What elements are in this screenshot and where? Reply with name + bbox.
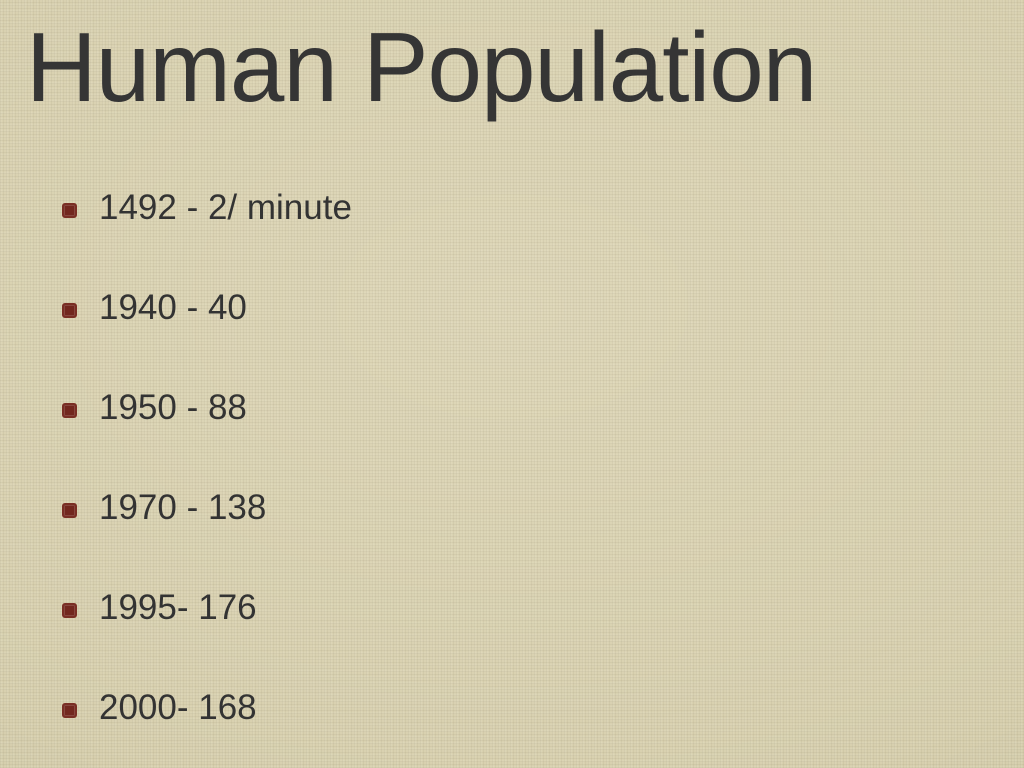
list-item-label: 2000- 168 (99, 688, 257, 728)
bullet-icon (62, 303, 77, 318)
list-item: 1940 - 40 (62, 288, 352, 328)
list-item-label: 1950 - 88 (99, 388, 247, 428)
list-item: 1950 - 88 (62, 388, 352, 428)
slide: Human Population 1492 - 2/ minute 1940 -… (0, 0, 1024, 768)
list-item-label: 1995- 176 (99, 588, 257, 628)
bullet-icon (62, 503, 77, 518)
list-item: 2000- 168 (62, 688, 352, 728)
bullet-icon (62, 603, 77, 618)
list-item-label: 1970 - 138 (99, 488, 266, 528)
list-item: 1995- 176 (62, 588, 352, 628)
bullet-icon (62, 203, 77, 218)
list-item: 1970 - 138 (62, 488, 352, 528)
slide-title: Human Population (26, 16, 816, 119)
bullet-icon (62, 403, 77, 418)
bullet-icon (62, 703, 77, 718)
list-item-label: 1492 - 2/ minute (99, 188, 352, 228)
bullet-list: 1492 - 2/ minute 1940 - 40 1950 - 88 197… (62, 188, 352, 768)
list-item: 1492 - 2/ minute (62, 188, 352, 228)
list-item-label: 1940 - 40 (99, 288, 247, 328)
